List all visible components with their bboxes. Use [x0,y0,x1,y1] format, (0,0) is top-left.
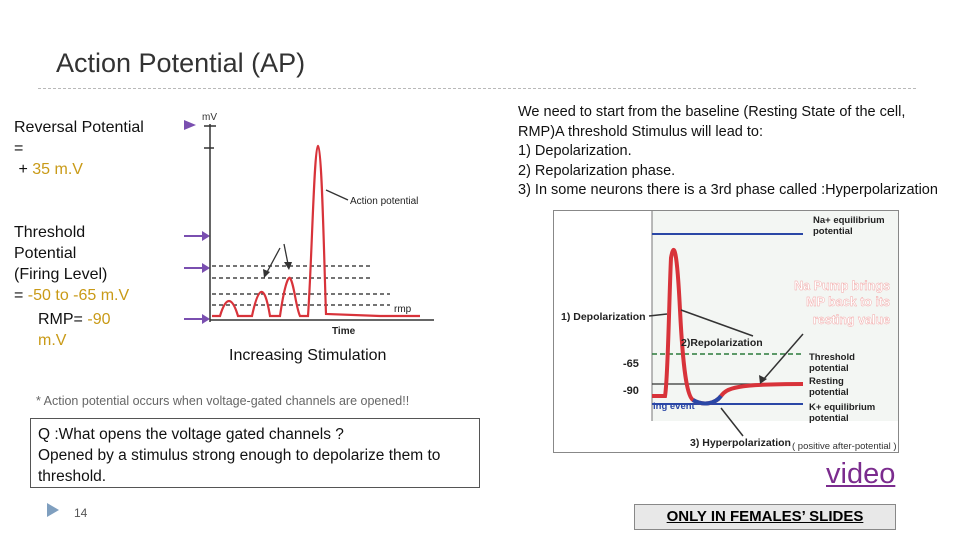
minus-90-label: -90 [623,385,639,397]
threshold-arrows-icon [184,231,210,273]
na-pump-pointer [762,333,804,381]
threshold-equals: = [14,287,24,304]
reversal-value: 35 m.V [32,161,83,178]
slide-title: Action Potential (AP) [56,48,306,78]
depolarization-label: 1) Depolarization [561,311,646,323]
na-pump-label-2: MP back to its [806,295,890,309]
y-axis-label: mV [202,112,217,123]
right-action-potential-figure: Na+ equilibrium potential Na Pump brings… [553,210,899,453]
reversal-plus: + [18,161,28,178]
threshold-potential-label-1: Threshold [809,352,855,363]
rmp-arrow-icon [184,314,210,324]
reversal-potential-text: Reversal Potential = + 35 m.V [14,117,144,180]
action-potential-trace [212,144,420,318]
right-text-item-3: 3) In some neurons there is a 3rd phase … [518,182,938,198]
na-pump-label-3: resting value [813,313,890,327]
answer-text: Opened by a stimulus strong enough to de… [38,447,441,485]
hyperpolarization-pointer [720,407,744,437]
video-link[interactable]: video [826,458,896,490]
rmp-line-1: RMP= -90 [38,309,110,330]
ap-figure-label: Action potential [350,196,418,207]
threshold-potential-label-2: potential [809,363,849,374]
event-label: ing event [653,401,696,412]
question-text: Q :What opens the voltage gated channels… [38,426,344,443]
reversal-arrow-icon [184,120,196,130]
stimulus-arrow-2 [283,243,289,265]
resting-potential-label-1: Resting [809,376,844,387]
k-eq-label-2: potential [809,413,849,424]
ap-label-pointer [325,189,349,201]
resting-potential-label-2: potential [809,387,849,398]
threshold-line-3: (Firing Level) [14,266,108,283]
left-action-potential-figure: mV Action potential rmp Time [184,112,434,337]
minus-65-label: -65 [623,358,639,370]
k-eq-label-1: K+ equilibrium [809,402,875,413]
threshold-potential-text: Threshold Potential (Firing Level) = -50… [14,222,129,306]
question-box: Q :What opens the voltage gated channels… [30,418,480,488]
stimulus-arrowhead-2 [284,262,292,270]
depolarization-pointer [648,313,668,317]
rmp-figure-label: rmp [394,304,412,315]
rmp-value: -90 [87,311,111,328]
threshold-line-1: Threshold [14,224,86,241]
repolarization-label: 2)Repolarization [681,337,763,349]
reversal-line-3: + 35 m.V [14,159,144,180]
reversal-line-2: = [14,140,24,157]
na-eq-label-1: Na+ equilibrium [813,215,885,226]
positive-after-potential-label: ( positive after-potential ) [792,441,897,452]
rmp-label: RMP= [38,311,83,328]
title-divider [38,88,916,89]
threshold-line-4: = -50 to -65 m.V [14,285,129,306]
ap-trace-red [652,247,804,406]
reversal-line-1: Reversal Potential [14,119,144,136]
females-only-banner: ONLY IN FEMALES’ SLIDES [634,504,896,530]
hyperpolarization-trace-blue [691,394,723,406]
threshold-line-2: Potential [14,245,77,262]
threshold-value: -50 to -65 m.V [27,287,130,304]
right-text-intro: We need to start from the baseline (Rest… [518,104,906,140]
right-text-item-2: 2) Repolarization phase. [518,162,676,179]
right-text-item-1: 1) Depolarization. [518,143,632,159]
rmp-text: RMP= -90 m.V [38,309,110,351]
time-axis-label: Time [332,326,356,337]
na-pump-label-1: Na Pump brings [794,279,890,293]
na-eq-label-2: potential [813,226,853,237]
increasing-stimulation-label: Increasing Stimulation [229,347,387,364]
hyperpolarization-label: 3) Hyperpolarization [690,437,791,449]
na-pump-arrowhead [759,375,767,384]
repolarization-pointer [680,309,754,337]
stimulus-arrow-1 [265,247,281,275]
y-axis-ticks [204,125,216,149]
rmp-unit: m.V [38,332,67,349]
page-number: 14 [74,506,88,520]
right-explanation: We need to start from the baseline (Rest… [518,103,950,201]
page-marker-icon [47,503,59,517]
ap-note: * Action potential occurs when voltage-g… [36,394,410,408]
stimulus-arrowhead-1 [263,269,270,278]
